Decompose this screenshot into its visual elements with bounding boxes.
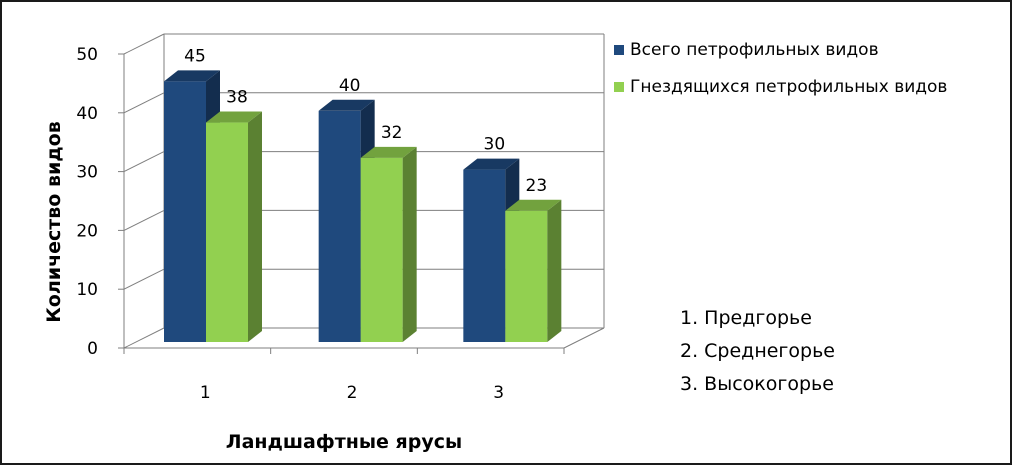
bars <box>164 70 562 343</box>
y-axis-title: Количество видов <box>43 121 65 322</box>
y-tick-label: 0 <box>87 339 98 359</box>
gridline-depth <box>123 151 165 173</box>
bar-front <box>463 169 506 342</box>
x-tick-label: 2 <box>347 383 358 403</box>
bar-top <box>318 99 375 111</box>
bar-top <box>206 111 262 123</box>
legend-swatch-nesting <box>614 82 624 92</box>
bar-top <box>164 70 220 82</box>
bar-top <box>505 199 562 211</box>
legend-label-total: Всего петрофильных видов <box>630 40 879 60</box>
gridline-depth <box>123 209 165 231</box>
data-labels: 45 38 40 32 30 23 <box>184 46 547 195</box>
legend-swatch-total <box>614 45 624 55</box>
x-tick-label: 1 <box>200 383 211 403</box>
bar-front <box>206 122 248 342</box>
bar-top <box>463 158 520 170</box>
data-label: 30 <box>484 135 506 155</box>
gridline-depth <box>123 33 165 55</box>
note-3: 3. Высокогорье <box>680 373 834 395</box>
data-label: 45 <box>184 46 206 66</box>
bar-side <box>547 199 562 342</box>
note-2: 2. Среднегорье <box>680 340 835 362</box>
y-tick-label: 20 <box>76 221 98 241</box>
gridline-depth <box>123 92 165 114</box>
y-tick-label: 40 <box>76 104 98 124</box>
category-notes: 1. Предгорье 2. Среднегорье 3. Высокогор… <box>680 302 835 401</box>
floor-right-edge <box>563 327 605 349</box>
x-axis-title: Ландшафтные ярусы <box>226 431 462 453</box>
bar-top <box>360 146 417 158</box>
bar-side <box>402 146 417 342</box>
bar-front <box>318 110 361 342</box>
legend-label-nesting: Гнездящихся петрофильных видов <box>630 77 948 97</box>
y-tick-label: 30 <box>76 163 98 183</box>
gridline-depth <box>123 268 165 290</box>
gridline-depth <box>123 327 165 349</box>
data-label: 32 <box>381 123 403 143</box>
note-1: 1. Предгорье <box>680 307 812 329</box>
bar-side <box>248 111 262 342</box>
data-label: 40 <box>339 76 361 96</box>
legend-item-nesting: Гнездящихся петрофильных видов <box>614 73 1009 101</box>
tick-labels: 0 10 20 30 40 50 1 2 3 <box>76 45 504 403</box>
y-tick-label: 50 <box>76 45 98 65</box>
data-label: 23 <box>526 176 548 196</box>
x-tick-label: 3 <box>493 383 504 403</box>
y-tick-label: 10 <box>76 280 98 300</box>
data-label: 38 <box>226 88 248 108</box>
legend-item-total: Всего петрофильных видов <box>614 36 1009 64</box>
legend: Всего петрофильных видов Гнездящихся пет… <box>614 36 1009 110</box>
bar-front <box>164 81 206 343</box>
bar-front <box>360 157 403 342</box>
bar-front <box>505 210 548 342</box>
